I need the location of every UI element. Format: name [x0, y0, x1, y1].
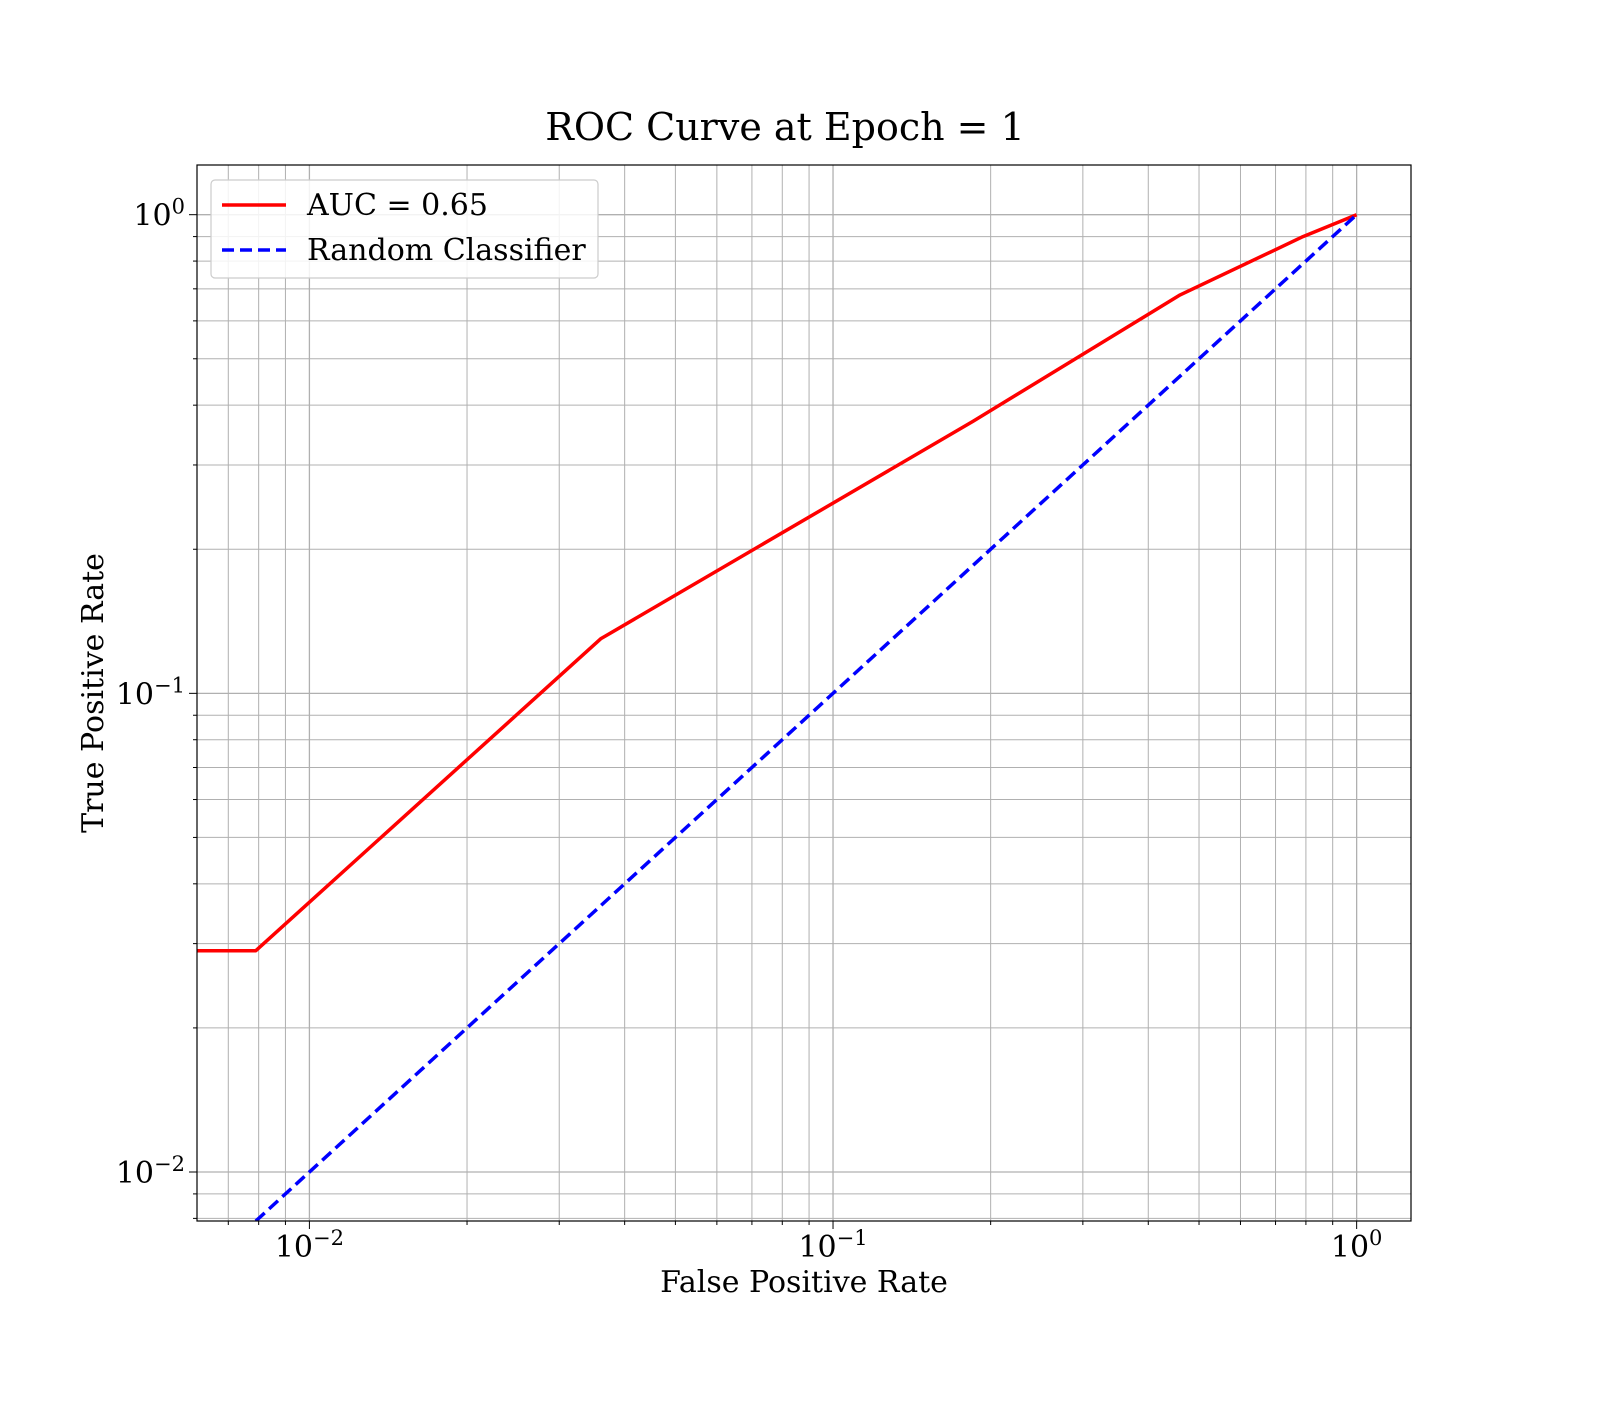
grid-layer — [197, 165, 1411, 1221]
x-tick-label: 100 — [1331, 1226, 1383, 1265]
legend-box — [210, 179, 599, 279]
legend-label-auc: AUC = 0.65 — [306, 188, 488, 223]
chart-title: ROC Curve at Epoch = 1 — [545, 105, 1025, 149]
x-tick-label: 10−1 — [798, 1226, 867, 1265]
x-axis-label: False Positive Rate — [660, 1265, 948, 1300]
y-tick-label: 100 — [133, 195, 185, 234]
tick-layer: 10−2 10−1 100 10−2 10−1 100 — [116, 195, 1383, 1265]
series-layer — [197, 213, 1358, 1221]
legend-label-random: Random Classifier — [307, 233, 586, 268]
legend: AUC = 0.65 Random Classifier — [210, 179, 599, 279]
series-line-auc — [197, 213, 1358, 953]
y-tick-label: 10−2 — [116, 1152, 185, 1191]
y-tick-label: 10−1 — [116, 673, 185, 712]
series-line-random-classifier — [254, 213, 1358, 1221]
x-tick-label: 10−2 — [275, 1226, 344, 1265]
y-axis-label: True Positive Rate — [76, 553, 111, 833]
